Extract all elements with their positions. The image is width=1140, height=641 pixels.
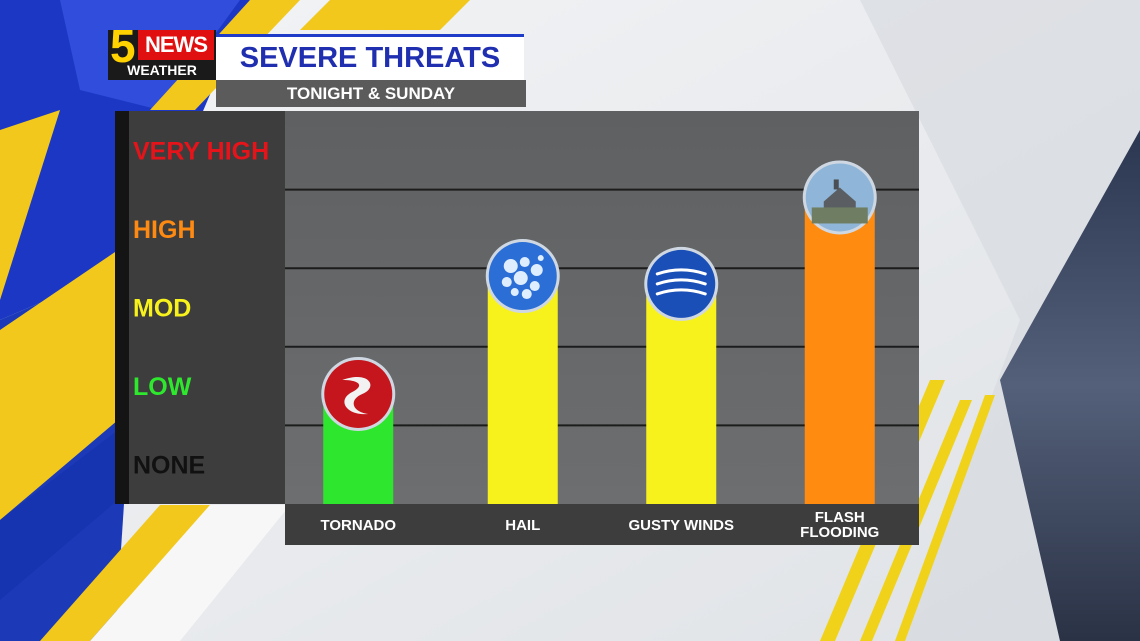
bar-flash-flooding: [804, 197, 875, 504]
hail-icon: [485, 239, 560, 314]
subtitle-bar: [216, 80, 526, 107]
wind-icon: [644, 246, 719, 321]
category-label: FLOODING: [800, 524, 879, 541]
level-label-low: LOW: [133, 373, 192, 401]
logo-number: 5: [110, 20, 136, 72]
category-label: GUSTY WINDS: [628, 517, 734, 534]
bar-hail: [487, 276, 558, 504]
category-label: TORNADO: [320, 517, 396, 534]
category-label-panel: [285, 504, 919, 545]
logo-brand: NEWS: [138, 30, 214, 60]
level-label-mod: MOD: [133, 295, 191, 323]
category-label: HAIL: [505, 517, 540, 534]
page-title: SEVERE THREATS: [239, 42, 501, 74]
tornado-icon: [321, 356, 396, 431]
title-bar: [216, 34, 524, 80]
level-label-high: HIGH: [133, 216, 196, 244]
category-label: FLASH: [815, 509, 865, 526]
level-label-very-high: VERY HIGH: [133, 137, 269, 165]
logo-subtext: WEATHER: [127, 62, 197, 78]
level-label-none: NONE: [133, 452, 205, 480]
level-axis-stripe: [115, 111, 129, 504]
level-label-panel: [129, 111, 285, 504]
page-subtitle: TONIGHT & SUNDAY: [286, 84, 456, 103]
flood-house-icon: [802, 160, 877, 235]
